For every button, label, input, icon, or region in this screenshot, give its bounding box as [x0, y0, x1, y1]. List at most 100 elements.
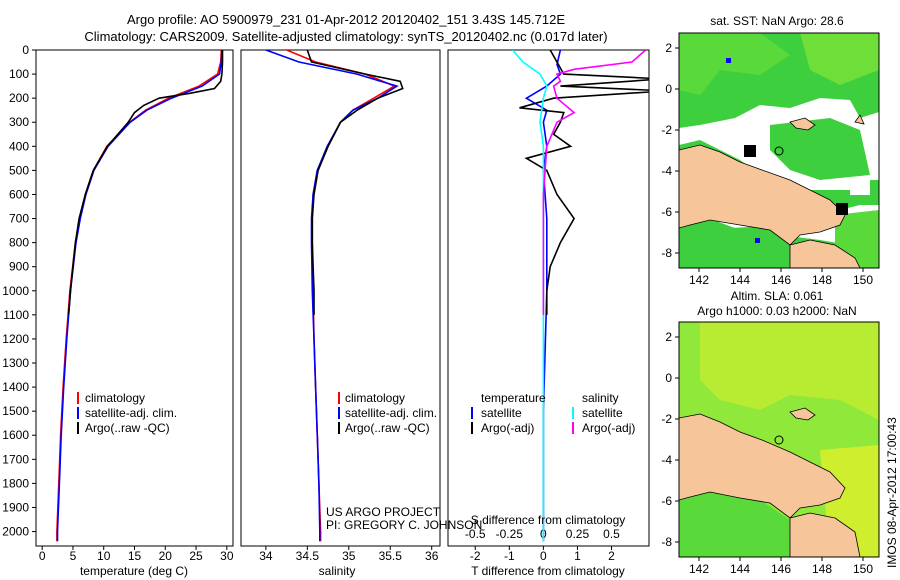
y-tick-label: 900	[9, 260, 29, 274]
top-x-tick-label: -0.25	[496, 527, 524, 541]
series-line-salinity-1	[265, 50, 399, 542]
top-x-tick-label: 0.5	[603, 527, 620, 541]
lon-tick-label: 148	[812, 562, 832, 576]
top-x-tick-label: -0.5	[465, 527, 486, 541]
y-tick-label: 700	[9, 212, 29, 226]
sst-light-patch	[800, 33, 879, 85]
sst-lat-ticks: 2 0 -2 -4 -6 -8	[661, 41, 679, 260]
x-tick-label: 30	[220, 549, 234, 563]
lon-tick-label: 144	[730, 562, 750, 576]
sst-map-frame	[678, 32, 880, 269]
temperature-legend: climatology satellite-adj. clim. Argo(..…	[77, 391, 177, 435]
difference-series	[512, 50, 649, 542]
lat-tick-label: 2	[665, 41, 672, 55]
salinity-panel-frame	[240, 49, 441, 547]
sla-yellow-patch	[700, 322, 879, 420]
y-tick-label: 1000	[2, 284, 29, 298]
temperature-series	[56, 50, 224, 542]
lat-tick-label: -4	[661, 453, 672, 467]
y-tick-label: 1600	[2, 428, 29, 442]
series-line-salinity-2	[306, 50, 404, 315]
y-tick-label: 300	[9, 115, 29, 129]
lon-tick-label: 142	[689, 562, 709, 576]
sst-green-patch	[730, 225, 790, 268]
sla-map-title-line1: Altim. SLA: 0.061	[731, 289, 824, 303]
y-tick-label: 1500	[2, 404, 29, 418]
x-tick-label: 5	[70, 549, 77, 563]
difference-x-ticks: -2 -1 0 1 2-0.5 -0.25 0 0.25 0.5	[465, 527, 620, 563]
y-tick-label: 1200	[2, 332, 29, 346]
sst-missing-block	[744, 145, 756, 157]
lon-tick-label: 150	[853, 562, 873, 576]
x-tick-label: -2	[470, 549, 481, 563]
legend-label-s-argo: Argo(-adj)	[582, 421, 635, 435]
y-tick-label: 1800	[2, 476, 29, 490]
argo-location-marker	[774, 146, 784, 156]
x-tick-label: 34	[259, 549, 273, 563]
x-tick-label: 10	[97, 549, 111, 563]
lon-tick-label: 146	[771, 273, 791, 287]
credit-pi: PI: GREGORY C. JOHNSON	[326, 518, 482, 532]
land-new-britain	[789, 407, 816, 421]
sst-map-field	[679, 33, 879, 268]
sst-light-patch	[679, 33, 790, 95]
sst-green-patch	[770, 118, 870, 180]
land-new-guinea	[679, 413, 846, 519]
salinity-legend: climatology satellite-adj. clim. Argo(..…	[338, 391, 437, 435]
temperature-x-ticks: 0 5 10 15 20 25 30	[39, 546, 234, 563]
land-png-tail	[789, 512, 861, 557]
difference-top-axis-label: S difference from climatology	[471, 513, 626, 527]
temperature-panel-frame	[35, 49, 234, 547]
x-tick-label: 35	[342, 549, 356, 563]
sst-missing-block	[836, 203, 848, 215]
figure-title-line2: Climatology: CARS2009. Satellite-adjuste…	[84, 29, 607, 44]
lat-tick-label: -2	[661, 412, 672, 426]
y-tick-label: 1400	[2, 380, 29, 394]
series-line-difference-3	[542, 50, 647, 315]
credit-project: US ARGO PROJECT	[326, 505, 441, 519]
difference-panel-frame	[447, 49, 650, 547]
salinity-axis-label: salinity	[319, 564, 356, 578]
legend-header-temperature: temperature	[481, 391, 546, 405]
sst-blue-marker	[726, 58, 731, 63]
series-line-difference-2	[512, 50, 548, 542]
legend-label-satellite-adj: satellite-adj. clim.	[85, 406, 177, 420]
x-tick-label: 36	[425, 549, 439, 563]
series-line-temperature-2	[67, 50, 224, 315]
sla-map-field	[679, 322, 879, 557]
legend-label-t-satellite: satellite	[481, 406, 522, 420]
legend-label-climatology: climatology	[345, 391, 405, 405]
sst-map-title: sat. SST: NaN Argo: 28.6	[710, 14, 844, 28]
sla-green-patch	[679, 475, 790, 557]
x-tick-label: -1	[504, 549, 515, 563]
sst-lon-ticks: 142 144 146 148 150	[689, 268, 873, 287]
argo-location-marker	[774, 435, 784, 445]
lat-tick-label: 2	[665, 330, 672, 344]
y-tick-label: 500	[9, 163, 29, 177]
difference-legend: temperature salinity satellite Argo(-adj…	[471, 391, 635, 435]
depth-axis-ticks: 0 100 200 300 400 500 600 700 800 900 1000 1100 1200…	[2, 43, 36, 539]
x-tick-label: 2	[608, 549, 615, 563]
x-tick-label: 0	[39, 549, 46, 563]
legend-label-s-satellite: satellite	[582, 406, 623, 420]
y-tick-label: 1100	[3, 308, 29, 322]
imos-stamp: IMOS 08-Apr-2012 17:00:43	[885, 417, 899, 568]
x-tick-label: 1	[574, 549, 581, 563]
lat-tick-label: 0	[665, 82, 672, 96]
y-tick-label: 1900	[2, 500, 29, 514]
sla-map-title-line2: Argo h1000: 0.03 h2000: NaN	[697, 304, 856, 318]
legend-label-t-argo: Argo(-adj)	[481, 421, 534, 435]
y-tick-label: 1700	[2, 452, 29, 466]
lon-tick-label: 146	[771, 562, 791, 576]
series-line-temperature-0	[56, 50, 223, 542]
legend-label-argo: Argo(..raw -QC)	[345, 421, 430, 435]
series-line-difference-1	[519, 50, 649, 315]
difference-axis-label: T difference from climatology	[471, 564, 625, 578]
lon-tick-label: 148	[812, 273, 832, 287]
y-tick-label: 1300	[2, 356, 29, 370]
salinity-series	[265, 50, 404, 542]
temperature-axis-label: temperature (deg C)	[80, 564, 188, 578]
lat-tick-label: -8	[661, 246, 672, 260]
sla-map-frame	[678, 321, 880, 558]
